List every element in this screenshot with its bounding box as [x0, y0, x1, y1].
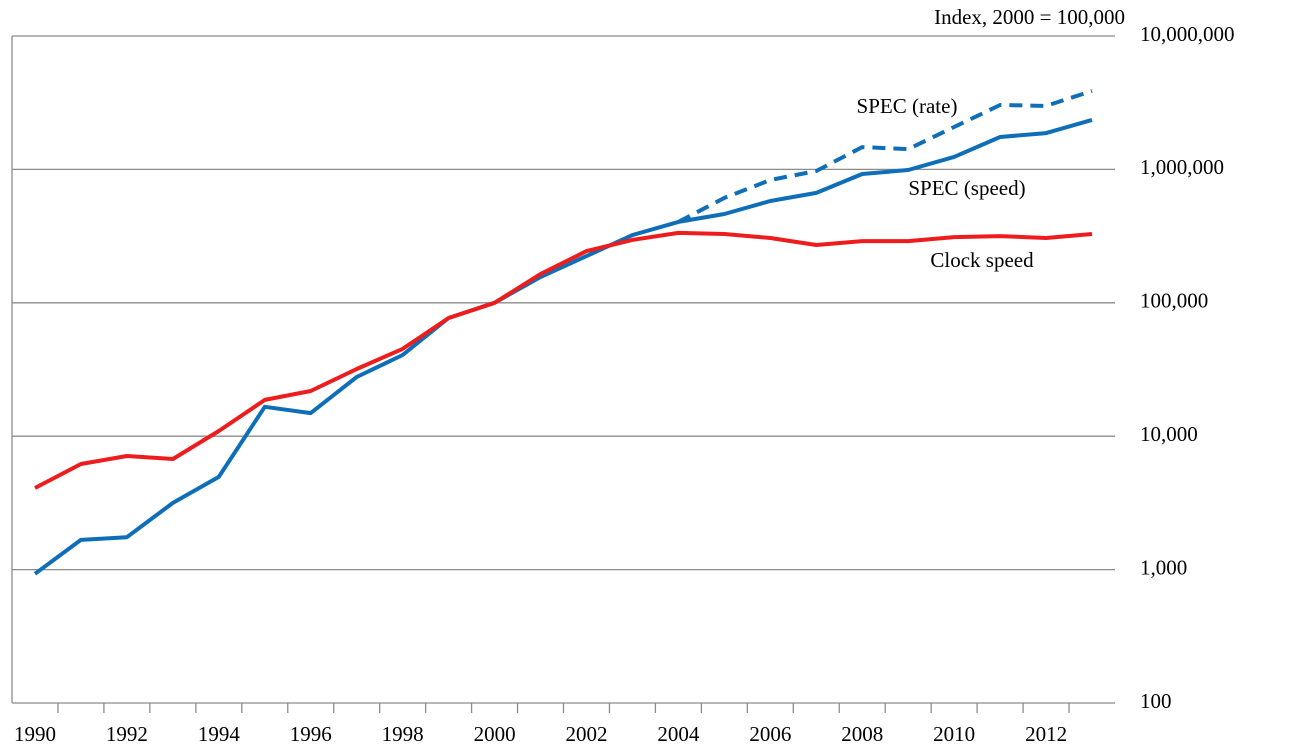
x-tick-label: 2008 — [841, 722, 883, 746]
x-tick-label: 1990 — [14, 722, 56, 746]
x-tick-label: 2006 — [749, 722, 791, 746]
x-tick-label: 1998 — [382, 722, 424, 746]
y-tick-label: 1,000 — [1140, 555, 1187, 579]
y-tick-label: 1,000,000 — [1140, 155, 1224, 179]
y-axis-label: Index, 2000 = 100,000 — [934, 5, 1125, 29]
x-tick-label: 2000 — [474, 722, 516, 746]
series-line — [677, 89, 1093, 224]
y-tick-label: 10,000 — [1140, 422, 1198, 446]
x-tick-label: 1994 — [198, 722, 241, 746]
series-label: SPEC (speed) — [908, 176, 1025, 200]
x-tick-label: 2012 — [1025, 722, 1067, 746]
x-tick-label: 1992 — [106, 722, 148, 746]
x-tick-label: 2002 — [565, 722, 607, 746]
x-tick-label: 2010 — [933, 722, 975, 746]
series-line — [34, 230, 1093, 490]
y-tick-label: 100,000 — [1140, 289, 1208, 313]
series-label: SPEC (rate) — [857, 94, 958, 118]
x-tick-label: 2004 — [657, 722, 700, 746]
series-line — [33, 117, 1093, 576]
y-tick-label: 100 — [1140, 689, 1172, 713]
x-tick-label: 1996 — [290, 722, 332, 746]
series-label: Clock speed — [930, 248, 1034, 272]
y-tick-label: 10,000,000 — [1140, 22, 1235, 46]
